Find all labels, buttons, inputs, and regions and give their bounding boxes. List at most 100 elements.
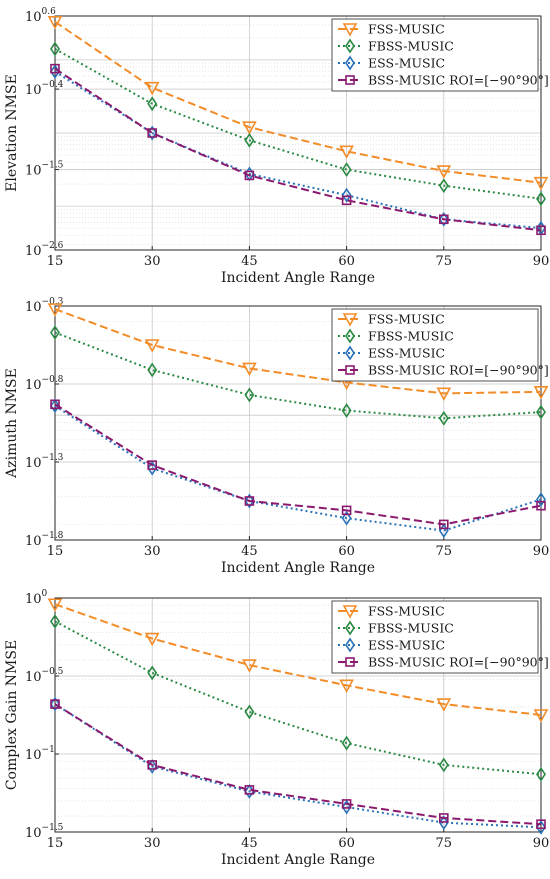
data-point [341, 187, 352, 203]
data-point [438, 757, 449, 773]
series-line [54, 308, 542, 395]
legend-label: FSS-MUSIC [368, 604, 445, 619]
y-axis-label: Elevation NMSE [4, 74, 20, 192]
series-line [54, 403, 542, 526]
data-point [438, 178, 449, 194]
data-point [533, 709, 549, 723]
x-tick-label: 30 [144, 836, 161, 851]
x-tick-label: 60 [338, 836, 355, 851]
series-line [54, 620, 542, 776]
legend-marker [342, 605, 358, 619]
data-point [536, 766, 546, 782]
data-point [50, 63, 60, 74]
data-point [536, 491, 546, 507]
data-point [50, 41, 60, 57]
x-axis-label: Incident Angle Range [221, 270, 375, 286]
x-tick-label: 15 [47, 544, 64, 559]
y-tick-label: 10−1.5 [25, 823, 64, 841]
data-point [147, 96, 158, 112]
legend: FSS-MUSIC FBSS-MUSIC ESS-MUSIC BSS-MUSIC RO… [331, 18, 549, 92]
series-line [54, 404, 542, 532]
legend: FSS-MUSIC FBSS-MUSIC ESS-MUSIC BSS-MUSIC RO… [331, 600, 549, 674]
data-point [144, 81, 160, 96]
data-point [242, 659, 257, 673]
x-tick-label: 30 [144, 254, 161, 269]
legend-label: ESS-MUSIC [368, 346, 445, 361]
data-point [341, 162, 352, 178]
legend-marker [345, 345, 355, 361]
series-2 [50, 41, 546, 207]
data-point [50, 399, 60, 410]
legend-marker [345, 620, 355, 636]
data-point [244, 132, 255, 148]
series-line [54, 48, 542, 200]
legend: FSS-MUSIC FBSS-MUSIC ESS-MUSIC BSS-MUSIC RO… [331, 308, 549, 382]
chart-panel-2: 15 30 45 60 75 90 10−0.3 10−0.8 10−1.3 10−1.8 Inci… [4, 297, 549, 576]
data-point [438, 519, 449, 530]
data-point [147, 759, 158, 774]
data-point [144, 339, 160, 353]
x-tick-label: 90 [533, 254, 550, 269]
data-point [436, 387, 452, 402]
x-tick-label: 90 [533, 544, 550, 559]
data-point [147, 128, 157, 138]
series-1 [47, 598, 549, 723]
data-point [438, 815, 449, 831]
series-1 [47, 16, 549, 191]
x-axis-label: Incident Angle Range [221, 560, 375, 576]
series-4 [50, 63, 546, 236]
x-tick-label: 15 [47, 254, 64, 269]
y-tick-label: 10−0.3 [25, 297, 64, 315]
y-tick-label: 10−1 [25, 745, 55, 763]
legend-marker [345, 55, 355, 71]
data-point [50, 699, 60, 709]
y-tick-label: 10−0.8 [25, 375, 64, 393]
legend-label: ESS-MUSIC [368, 638, 445, 653]
data-point [147, 760, 157, 770]
chart-panel-1: 15 30 45 60 75 90 100.6 10−0.4 10−1.5 10−2.6 Incid… [4, 7, 549, 286]
data-point [147, 460, 158, 476]
data-point [244, 387, 255, 403]
data-point [244, 493, 255, 509]
series-4 [50, 699, 546, 830]
x-tick-label: 90 [533, 836, 550, 851]
series-line [54, 21, 542, 184]
series-line [54, 703, 542, 829]
x-tick-label: 75 [436, 544, 453, 559]
data-point [47, 598, 63, 612]
legend-box [331, 600, 539, 674]
data-point [50, 325, 60, 340]
legend-box [331, 18, 539, 92]
data-point [341, 799, 352, 809]
data-point [50, 696, 60, 712]
y-axis-label: Azimuth NMSE [4, 368, 20, 479]
legend-label: BSS-MUSIC ROI=[−90°90°] [368, 73, 549, 88]
data-point [341, 195, 352, 206]
y-tick-label: 10−1.5 [25, 161, 64, 179]
y-tick-label: 10−1.8 [25, 531, 64, 549]
y-tick-label: 10−1.3 [25, 453, 64, 471]
legend-label: FBSS-MUSIC [368, 329, 454, 344]
y-tick-label: 10−0.4 [25, 80, 64, 98]
minor-grid [55, 604, 541, 817]
y-tick-label: 10−0.5 [25, 667, 64, 685]
legend-label: ESS-MUSIC [368, 56, 445, 71]
x-tick-label: 60 [338, 544, 355, 559]
data-point [47, 16, 63, 30]
data-point [50, 398, 60, 414]
data-point [438, 813, 449, 823]
legend-marker [345, 75, 355, 85]
data-point [533, 176, 549, 191]
legend-marker [342, 313, 358, 327]
data-point [341, 735, 352, 751]
data-point [244, 785, 255, 795]
data-point [242, 362, 257, 377]
legend-label: FBSS-MUSIC [368, 621, 454, 636]
series-line [54, 67, 542, 232]
x-tick-label: 45 [241, 254, 258, 269]
y-tick-label: 100.6 [25, 7, 56, 25]
data-point [339, 145, 354, 159]
data-point [244, 496, 255, 506]
x-tick-label: 45 [241, 544, 258, 559]
